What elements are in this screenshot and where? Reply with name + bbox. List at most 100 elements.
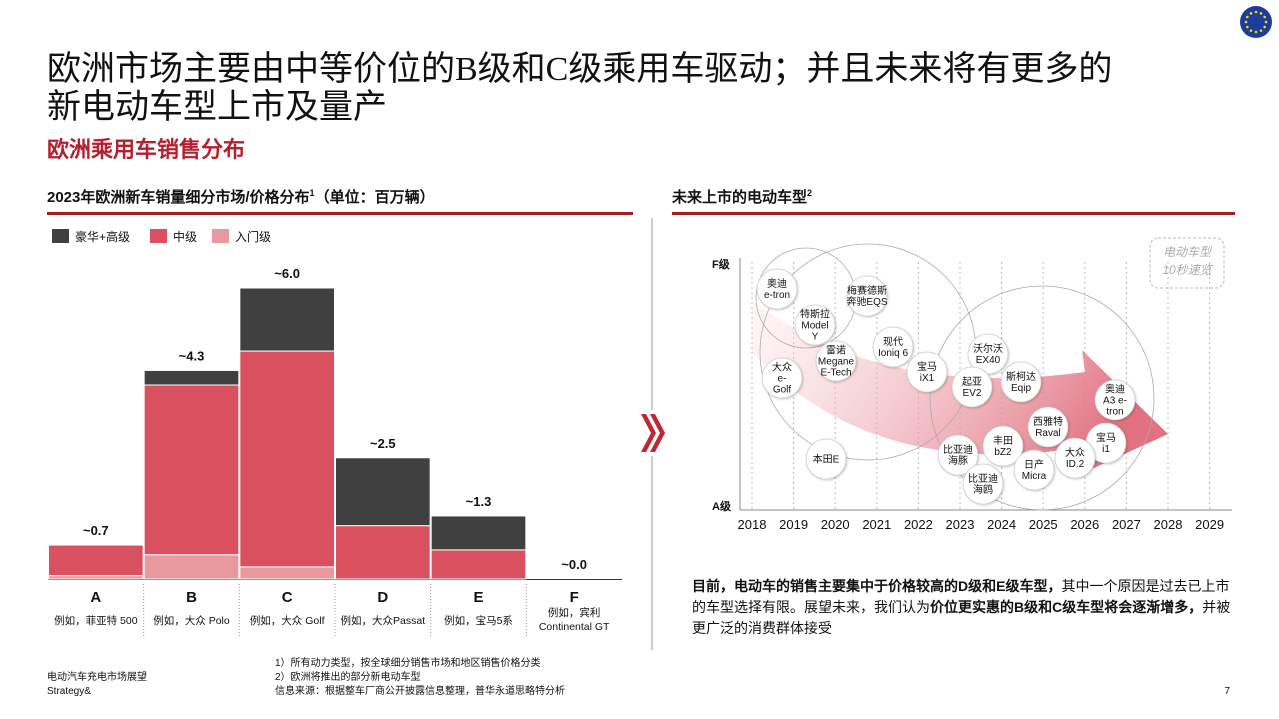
total-label: ~0.7: [83, 523, 109, 538]
total-label: ~2.5: [370, 436, 396, 451]
model-label: Model: [801, 321, 828, 332]
model-label: Y: [812, 332, 819, 343]
model-bubble: [756, 268, 798, 310]
model-label: ID.2: [1066, 459, 1085, 470]
model-label: 沃尔沃: [973, 342, 1003, 355]
model-bubble: [982, 425, 1024, 467]
legend-label: 豪华+高级: [75, 229, 130, 244]
model-bubble: [815, 340, 857, 382]
model-label: 梅赛德斯: [847, 284, 887, 297]
year-label: 2028: [1154, 517, 1183, 532]
model-bubble: [794, 304, 836, 346]
legend-swatch: [150, 229, 167, 243]
legend-label: 中级: [173, 229, 197, 244]
diagram: 2018 2019 2020 2021 2022 2023 2024 2025 2026 2027…: [738, 243, 1224, 532]
year-label: 2021: [862, 517, 891, 532]
x-tick-label: F: [570, 589, 579, 606]
bar-segment: [335, 525, 431, 580]
example-label: 例如，菲亚特 500: [54, 614, 138, 627]
model-label: 海豚: [948, 454, 968, 467]
x-tick-label: C: [282, 589, 293, 606]
model-label: iX1: [920, 373, 935, 384]
year-label: 2025: [1029, 517, 1058, 532]
model-label: Raval: [1035, 428, 1061, 439]
model-label: 西雅特: [1033, 415, 1063, 428]
header-text: 未来上市的电动车型: [671, 188, 807, 206]
header-text: 2023年欧洲新车销量细分市场/价格分布: [47, 188, 310, 206]
subtitle: 欧洲乘用车销售分布: [47, 137, 245, 162]
model-bubble: [805, 438, 847, 480]
model-label: 大众: [772, 361, 792, 374]
flag-star: [1249, 12, 1253, 15]
bar-segment: [48, 575, 144, 580]
header-note: 2: [807, 188, 812, 198]
total-label: ~1.3: [466, 494, 492, 509]
example-label: 例如，宾利: [548, 606, 601, 619]
flag-star: [1259, 29, 1263, 32]
title-line: 欧洲市场主要由中等价位的B级和C级乘用车驱动；并且未来将有更多的: [47, 50, 1112, 88]
chevron: [641, 414, 665, 452]
model-bubble: [761, 357, 803, 399]
example-label: 例如，大众Passat: [341, 614, 426, 627]
model-label: 特斯拉: [800, 308, 830, 321]
summary-part: 价位更实惠的B级和C级车型将会逐渐增多，: [930, 599, 1203, 615]
left-header: 2023年欧洲新车销量细分市场/价格分布1（单位：百万辆）: [47, 188, 435, 206]
example-label: 例如，大众 Golf: [250, 614, 325, 627]
header-rule: [47, 212, 633, 215]
summary-part: 目前，电动车的销售主要集中于价格较高的D级和E级车型，: [692, 578, 1062, 594]
model-label: e-: [778, 374, 787, 385]
badge: [1149, 237, 1225, 289]
model-label: EV2: [963, 388, 982, 399]
model-label: E-Tech: [820, 368, 851, 379]
model-label: 海鸥: [973, 483, 993, 496]
model-bubble: [967, 333, 1009, 375]
model-bubble: [951, 366, 993, 408]
flag-star: [1254, 30, 1258, 34]
model-bubble: [906, 351, 948, 393]
model-label: 比亚迪: [968, 473, 998, 485]
model-label: e-tron: [764, 290, 790, 301]
model-label: bZ2: [994, 447, 1012, 458]
flag-star: [1246, 15, 1249, 19]
footnote: 信息来源：根据整车厂商公开披露信息整理，普华永道思略特分析: [275, 684, 565, 697]
model-label: 起亚: [962, 376, 982, 388]
model-bubble: [846, 275, 888, 317]
model-label: 宝马: [917, 360, 937, 373]
x-tick-label: A: [90, 589, 101, 606]
x-tick-label: B: [186, 589, 197, 606]
bar-segment: [430, 549, 527, 580]
summary-part: 其中一个原因是过去已上市的车型选择有限。展望未来，我们认为: [692, 578, 1230, 615]
year-label: 2027: [1112, 517, 1141, 532]
bar-segment: [239, 350, 335, 568]
y-axis-label: A级: [712, 499, 732, 513]
model-label: 本田E: [813, 453, 840, 466]
model-label: EX40: [976, 355, 1001, 366]
y-axis-label: F级: [712, 257, 731, 271]
footer-line: 电动汽车充电市场展望: [47, 670, 147, 683]
bar-segment: [430, 515, 527, 551]
model-label: Ioniq 6: [878, 348, 908, 359]
year-label: 2026: [1070, 517, 1099, 532]
model-label: Golf: [773, 385, 792, 396]
x-tick-label: E: [473, 589, 483, 606]
flag-stars: [1244, 10, 1268, 34]
total-label: ~6.0: [274, 266, 300, 281]
example-label: 例如，大众 Polo: [153, 614, 230, 627]
model-label: 日产: [1024, 458, 1044, 471]
bar-segment: [239, 287, 335, 352]
flag-star: [1244, 20, 1248, 24]
model-label: 大众: [1065, 446, 1085, 459]
year-label: 2019: [779, 517, 808, 532]
badge-line: 电动车型: [1163, 245, 1213, 259]
header-rule: [672, 212, 1235, 215]
summary-part: 并被更广泛的消费群体接受: [692, 599, 1231, 636]
model-label: 雷诺: [826, 345, 846, 357]
model-label: Micra: [1022, 471, 1047, 482]
model-label: A3 e-: [1103, 396, 1127, 407]
model-label: 斯柯达: [1006, 370, 1036, 383]
flag-star: [1264, 20, 1268, 24]
model-label: 奔驰EQS: [846, 295, 887, 308]
bar-segment: [335, 457, 431, 527]
group-circle: [929, 285, 1155, 511]
